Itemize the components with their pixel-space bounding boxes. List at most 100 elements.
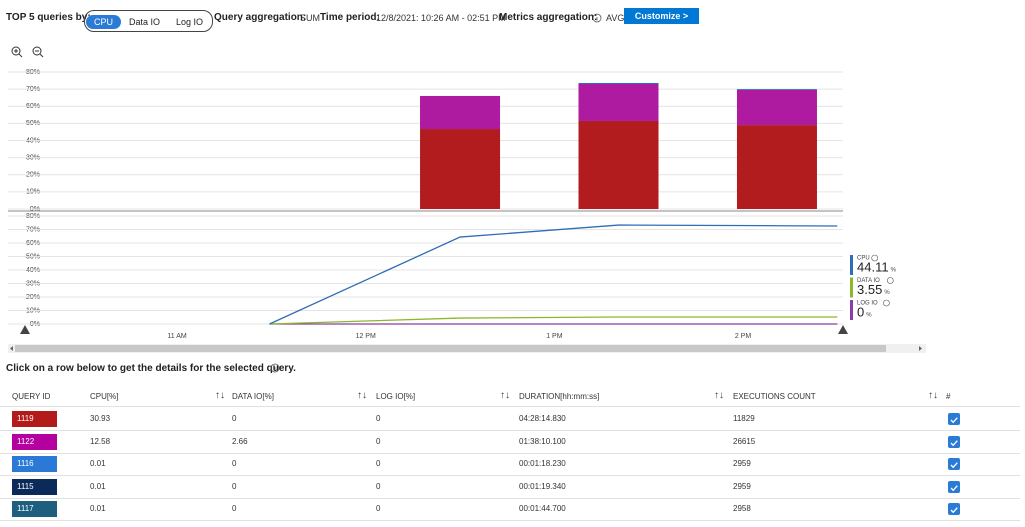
legend-unit: % <box>884 290 890 296</box>
header-label: TOP 5 queries by: <box>6 12 91 23</box>
row-divider <box>0 497 1020 499</box>
legend-name: LOG IO <box>857 301 878 307</box>
charts: 0%10%20%30%40%50%60%70%80%0%10%20%30%40%… <box>8 69 926 353</box>
query-id: 1122 <box>12 433 57 450</box>
metrics-label: Metrics aggregation: <box>499 12 598 23</box>
bar-segment <box>736 125 817 209</box>
query-id: 1117 <box>12 501 57 518</box>
x-tick-label: 11 AM <box>167 333 186 340</box>
table-row[interactable]: 1117 0.01 0 0 00:01:44.700 2958 <box>0 498 1020 520</box>
aggregation-value: SUM <box>300 13 320 23</box>
row-divider <box>0 452 1020 454</box>
info-icon <box>592 13 602 23</box>
cell: 0 <box>376 436 381 446</box>
cell: 2959 <box>733 481 751 491</box>
info-icon <box>883 299 890 307</box>
column-header: DATA IO[%] <box>232 392 274 401</box>
cell: 12.58 <box>90 436 111 446</box>
checkbox[interactable] <box>948 458 960 471</box>
cell: 2959 <box>733 459 751 469</box>
checkbox[interactable] <box>948 503 960 516</box>
query-id: 1115 <box>12 478 57 495</box>
cell: 0 <box>232 481 237 491</box>
info-icon <box>270 363 280 373</box>
row-divider <box>0 475 1020 477</box>
tab[interactable]: CPU <box>86 15 122 29</box>
query-id: 1116 <box>12 456 57 473</box>
bar-segment <box>420 95 501 130</box>
customize-button[interactable]: Customize > <box>624 8 699 24</box>
column-header: # <box>946 392 951 401</box>
bar-segment <box>578 120 659 209</box>
tab[interactable]: Log IO <box>176 17 204 27</box>
checkbox[interactable] <box>948 480 960 493</box>
legend-name: DATA IO <box>857 278 880 284</box>
table-row[interactable]: 1119 30.93 0 0 04:28:14.830 11829 <box>0 408 1020 430</box>
row-divider <box>0 406 1020 407</box>
metrics-value: AVG <box>606 13 625 23</box>
cell: 26615 <box>733 436 756 446</box>
cell: 2.66 <box>232 436 248 446</box>
column-header: DURATION[hh:mm:ss] <box>519 392 600 401</box>
cell: 00:01:44.700 <box>519 504 566 514</box>
zoom-in[interactable] <box>11 46 23 58</box>
sort-button[interactable]: ↑↓ <box>500 390 510 401</box>
cell: 0 <box>232 504 237 514</box>
bar-segment <box>578 83 659 121</box>
x-tick-label: 1 PM <box>546 333 563 340</box>
sort-button[interactable]: ↑↓ <box>215 390 225 401</box>
checkbox[interactable] <box>948 413 960 425</box>
cell: 11829 <box>733 414 755 423</box>
checkbox[interactable] <box>948 435 960 448</box>
bar-segment <box>578 82 659 84</box>
range-handle-left[interactable] <box>20 325 30 334</box>
cell: 2958 <box>733 504 751 514</box>
legend-value: 0 <box>857 304 864 319</box>
cell: 0.01 <box>90 459 106 469</box>
column-header: EXECUTIONS COUNT <box>733 392 816 401</box>
tab[interactable]: Data IO <box>129 17 161 27</box>
zoom-out[interactable] <box>32 46 44 58</box>
column-header: CPU[%] <box>90 392 119 401</box>
cell: 0 <box>232 459 237 469</box>
time-period-value: 12/8/2021: 10:26 AM - 02:51 PM <box>376 13 506 23</box>
time-period-label: Time period: <box>320 12 380 23</box>
x-tick-label: 2 PM <box>735 333 752 340</box>
legend-swatch <box>850 277 853 298</box>
sort-button[interactable]: ↑↓ <box>928 390 938 401</box>
scrollbar-thumb[interactable] <box>15 345 886 352</box>
query-id: 1119 <box>12 411 57 427</box>
info-icon <box>871 254 879 262</box>
legend-unit: % <box>891 268 897 274</box>
cell: 0 <box>376 481 381 491</box>
series-line <box>269 224 838 325</box>
cell: 0.01 <box>90 481 106 491</box>
table-row[interactable]: 1116 0.01 0 0 00:01:18.230 2959 <box>0 453 1020 475</box>
sort-button[interactable]: ↑↓ <box>357 390 367 401</box>
bar-segment <box>420 129 501 209</box>
bar-segment <box>736 89 817 126</box>
zoom-controls <box>11 46 44 58</box>
range-handle-right[interactable] <box>838 325 848 334</box>
instruction: Click on a row below to get the details … <box>6 363 296 374</box>
legend-unit: % <box>866 313 872 319</box>
cell: 0 <box>376 504 381 514</box>
legend-swatch <box>850 300 853 320</box>
cell: 01:38:10.100 <box>519 436 566 446</box>
sort-button[interactable]: ↑↓ <box>714 390 724 401</box>
row-divider <box>0 430 1020 431</box>
cell: 04:28:14.830 <box>519 414 566 423</box>
column-header: LOG IO[%] <box>376 392 416 401</box>
table-row[interactable]: 1122 12.58 2.66 0 01:38:10.100 26615 <box>0 431 1020 453</box>
cell: 0.01 <box>90 504 106 514</box>
legend-swatch <box>850 255 853 275</box>
cell: 0 <box>376 459 381 469</box>
table-row[interactable]: 1115 0.01 0 0 00:01:19.340 2959 <box>0 476 1020 498</box>
cell: 30.93 <box>90 414 111 423</box>
x-tick-label: 12 PM <box>356 333 376 340</box>
query-table: QUERY ID CPU[%] DATA IO[%] LOG IO[%] DURATIO… <box>0 385 1025 527</box>
legend-value: 44.11 <box>857 259 889 274</box>
column-header: QUERY ID <box>12 392 51 401</box>
tab-group: CPU Data IO Log IO <box>84 10 214 32</box>
